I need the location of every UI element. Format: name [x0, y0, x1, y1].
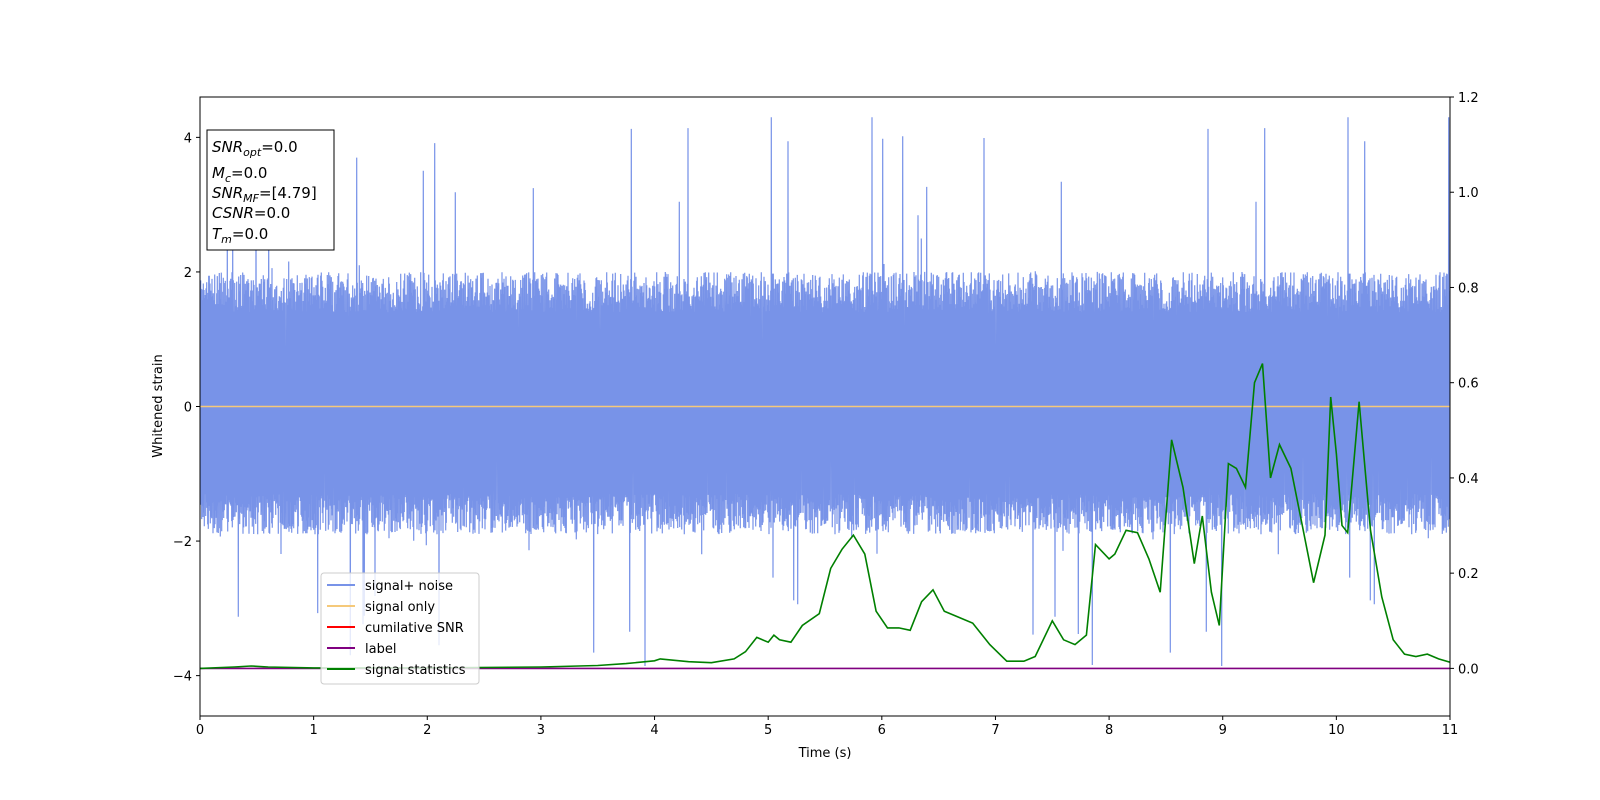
left-y-axis-ticks: −4 −2 0 2 4	[173, 131, 200, 685]
legend-item-signal-only: signal only	[327, 600, 435, 615]
signal-noise-series	[200, 117, 1450, 667]
legend-label: signal statistics	[365, 663, 466, 678]
right-y-axis-ticks: 0.0 0.2 0.4 0.6 0.8 1.0 1.2	[1450, 91, 1479, 677]
x-tick-label: 7	[991, 723, 999, 738]
x-tick-label: 1	[309, 723, 317, 738]
info-snr-opt: SNRopt=0.0	[212, 138, 298, 159]
left-y-tick-label: 4	[184, 131, 192, 146]
x-tick-label: 6	[878, 723, 886, 738]
left-y-tick-label: −4	[173, 670, 192, 685]
info-box-frame	[206, 129, 335, 251]
x-tick-label: 0	[196, 723, 204, 738]
legend-label: signal only	[365, 600, 435, 615]
legend-label: signal+ noise	[365, 579, 453, 594]
legend-item-cumilative-snr: cumilative SNR	[327, 621, 464, 636]
info-csnr: CSNR=0.0	[212, 204, 290, 222]
x-tick-label: 10	[1328, 723, 1345, 738]
x-tick-label: 3	[537, 723, 545, 738]
right-y-tick-label: 0.6	[1458, 377, 1479, 392]
legend-label: cumilative SNR	[365, 621, 464, 636]
left-y-tick-label: 2	[184, 266, 192, 281]
right-y-tick-label: 0.2	[1458, 567, 1479, 582]
signal-noise-line	[200, 117, 1450, 667]
left-y-tick-label: 0	[184, 401, 192, 416]
signal-statistics-line	[200, 363, 1450, 670]
x-tick-label: 2	[423, 723, 431, 738]
x-tick-label: 8	[1105, 723, 1113, 738]
info-tm: Tm=0.0	[212, 225, 268, 246]
info-mc: Mc=0.0	[212, 164, 267, 185]
right-y-tick-label: 0.4	[1458, 472, 1479, 487]
legend-label: label	[365, 642, 396, 657]
legend-frame	[320, 572, 480, 685]
x-tick-label: 5	[764, 723, 772, 738]
right-y-tick-label: 0.8	[1458, 281, 1479, 296]
info-snr-mf: SNRMF=[4.79]	[212, 184, 317, 205]
legend-item-signal-noise: signal+ noise	[327, 579, 453, 594]
y-axis-label: Whitened strain	[151, 354, 166, 457]
legend: signal+ noise signal only cumilative SNR…	[320, 572, 480, 685]
x-tick-label: 11	[1442, 723, 1459, 738]
info-box: SNRopt=0.0 Mc=0.0 SNRMF=[4.79] CSNR=0.0 …	[206, 129, 335, 251]
legend-item-label: label	[327, 642, 396, 657]
right-y-tick-label: 0.0	[1458, 662, 1479, 677]
right-y-tick-label: 1.2	[1458, 91, 1479, 106]
right-y-tick-label: 1.0	[1458, 186, 1479, 201]
x-axis-label: Time (s)	[798, 746, 852, 761]
x-tick-label: 4	[650, 723, 658, 738]
x-tick-label: 9	[1219, 723, 1227, 738]
legend-item-signal-statistics: signal statistics	[327, 663, 466, 678]
left-y-tick-label: −2	[173, 535, 192, 550]
x-axis-ticks: 0 1 2 3 4 5 6 7 8 9 10 11	[196, 716, 1458, 738]
